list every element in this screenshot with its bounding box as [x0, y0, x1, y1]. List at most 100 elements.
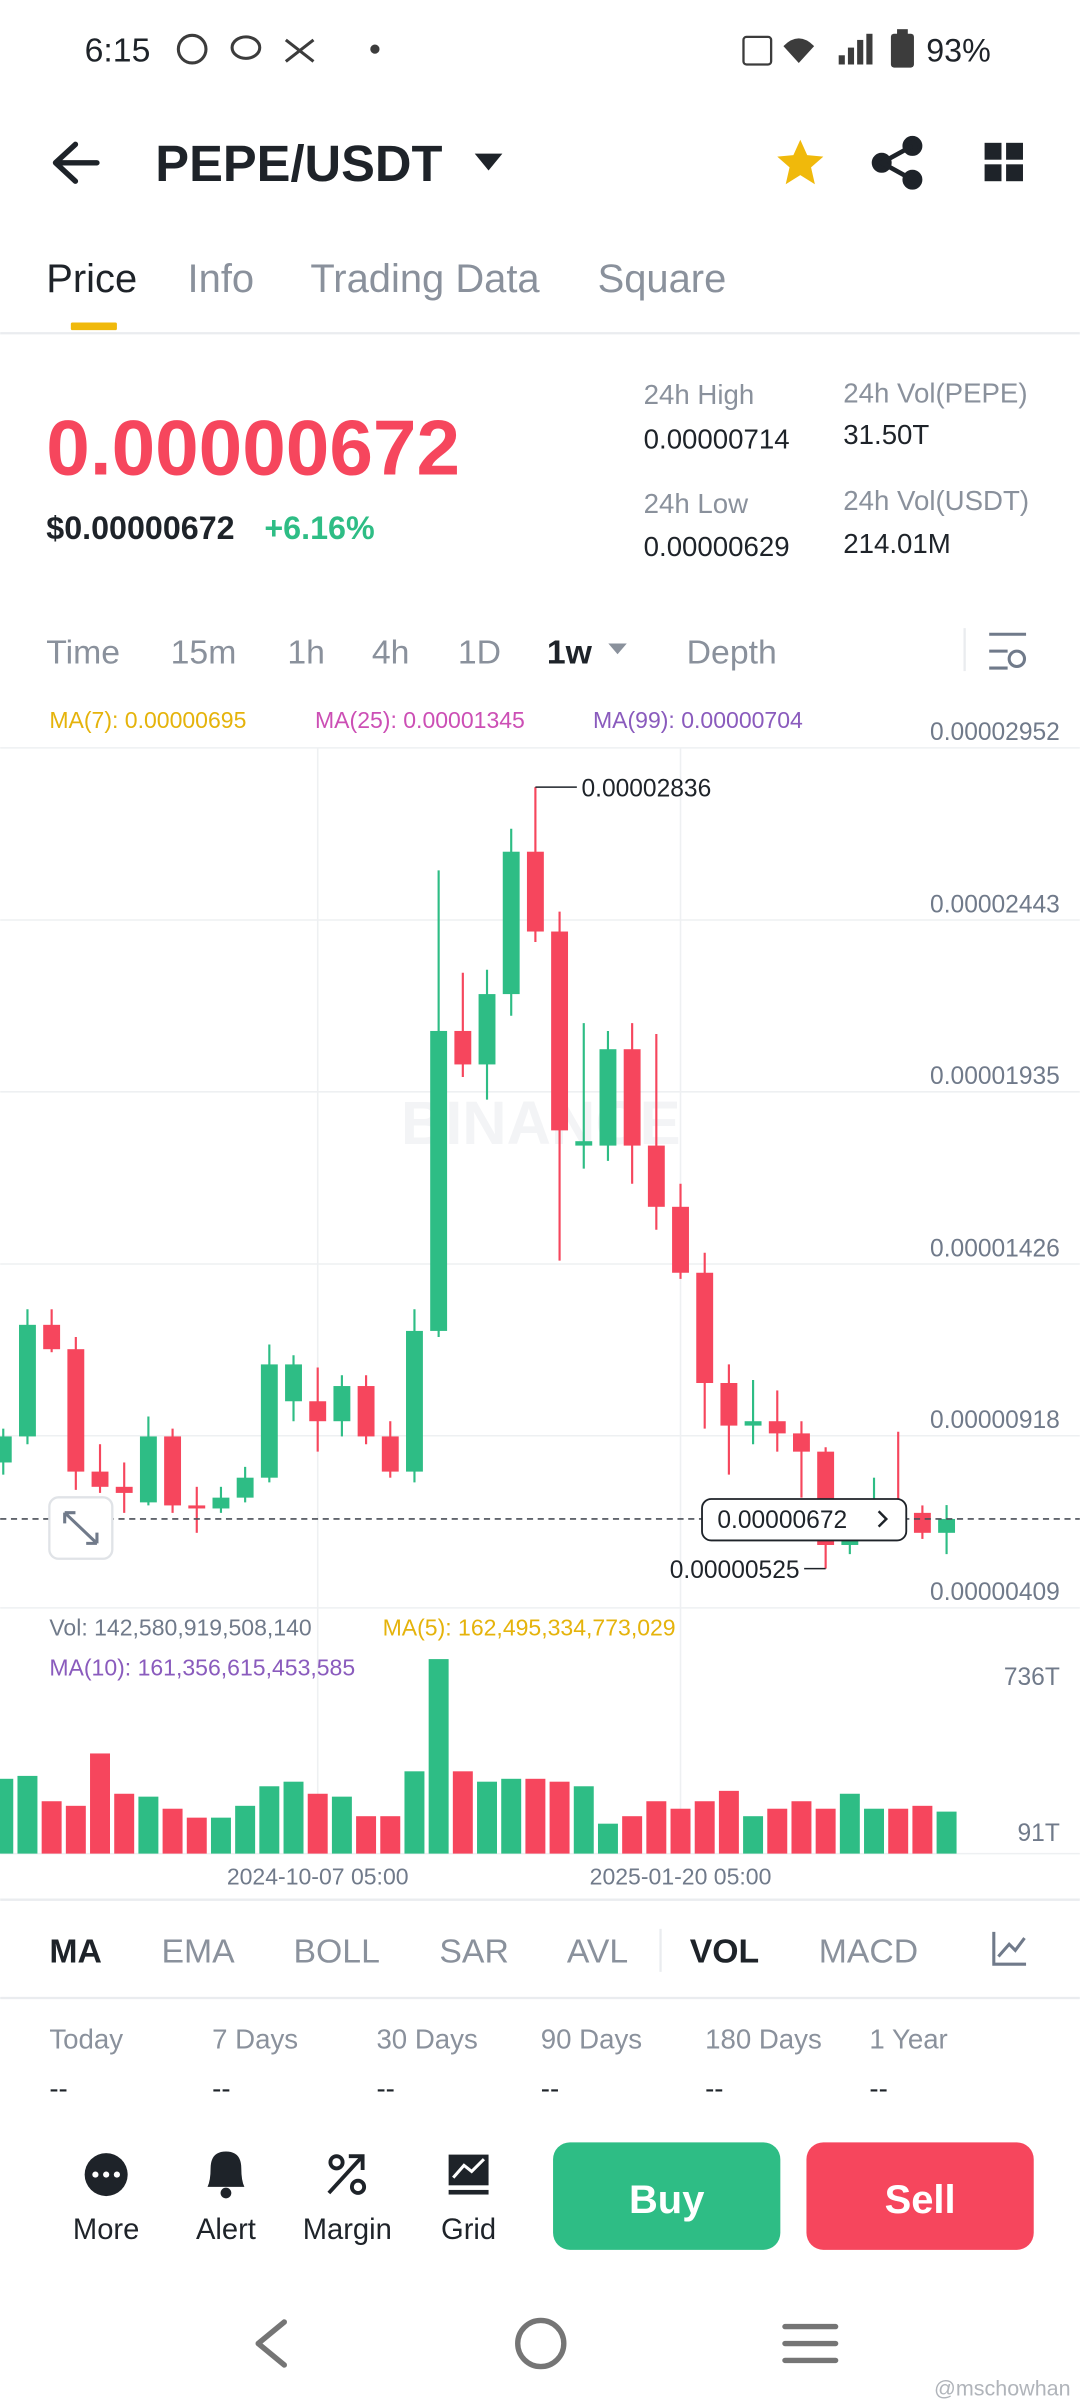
- volume-bar: [90, 1753, 110, 1854]
- volume-bar: [331, 1796, 352, 1854]
- candle-body: [623, 1049, 641, 1146]
- back-button[interactable]: [52, 141, 100, 184]
- volume-tick-label: 736T: [1004, 1664, 1060, 1691]
- interval[interactable]: 4h: [372, 633, 410, 671]
- indicator[interactable]: VOL: [690, 1933, 759, 1971]
- candle-body: [67, 1349, 85, 1472]
- candle-body: [212, 1497, 230, 1509]
- chart-settings[interactable]: [989, 632, 1027, 670]
- period-value: --: [705, 2073, 723, 2104]
- action-more[interactable]: More: [73, 2153, 139, 2246]
- volume-bar: [622, 1816, 643, 1854]
- candle-body: [478, 994, 496, 1065]
- volume-bar: [138, 1796, 159, 1854]
- volume-bar: [597, 1823, 618, 1854]
- volume-bar: [380, 1816, 401, 1854]
- usd-price: $0.00000672: [46, 510, 234, 546]
- volume-bar: [525, 1778, 546, 1854]
- action-alert[interactable]: Alert: [196, 2151, 256, 2247]
- candle-body: [575, 1141, 593, 1146]
- action-grid[interactable]: Grid: [441, 2154, 496, 2246]
- indicator[interactable]: EMA: [161, 1933, 235, 1971]
- share-button[interactable]: [871, 135, 923, 190]
- candle-body: [115, 1486, 133, 1493]
- layout-button[interactable]: [984, 142, 1023, 182]
- action-label[interactable]: Alert: [196, 2214, 256, 2246]
- stat-label: 24h Vol(USDT): [843, 485, 1029, 516]
- pair-title[interactable]: PEPE/USDT: [155, 135, 442, 192]
- volume-bar: [864, 1808, 884, 1854]
- action-label[interactable]: Margin: [303, 2214, 392, 2246]
- volume-stat: MA(10): 161,356,615,453,585: [49, 1654, 355, 1680]
- interval-dropdown[interactable]: [608, 643, 627, 655]
- candle-body: [19, 1324, 36, 1437]
- tab[interactable]: Square: [598, 257, 727, 301]
- period-value: --: [212, 2073, 230, 2104]
- volume-bar: [743, 1816, 764, 1854]
- last-price: 0.00000672: [46, 404, 460, 492]
- favorite-star[interactable]: [777, 139, 824, 185]
- indicator[interactable]: BOLL: [294, 1933, 380, 1971]
- last-price-arrow: [877, 1510, 889, 1528]
- volume-bar: [670, 1808, 691, 1854]
- action-label[interactable]: Grid: [441, 2214, 496, 2246]
- indicator[interactable]: SAR: [439, 1933, 508, 1971]
- indicator[interactable]: MACD: [819, 1933, 918, 1971]
- tab[interactable]: Trading Data: [310, 257, 540, 301]
- indicator-settings[interactable]: [992, 1931, 1027, 1966]
- candle-body: [551, 931, 569, 1131]
- candle-body: [938, 1518, 956, 1533]
- interval-selected[interactable]: 1w: [547, 633, 593, 671]
- indicator[interactable]: AVL: [567, 1933, 628, 1971]
- action-label[interactable]: More: [73, 2214, 139, 2246]
- period-label: Today: [49, 2024, 123, 2055]
- period-label: 180 Days: [705, 2024, 822, 2055]
- high-marker-label: 0.00002836: [581, 775, 711, 802]
- buy-button[interactable]: Buy: [553, 2142, 781, 2250]
- status-icons-left: [176, 33, 380, 65]
- stat-label: 24h Vol(PEPE): [843, 377, 1027, 408]
- x-tick-label: 2024-10-07 05:00: [227, 1863, 409, 1889]
- action-margin[interactable]: Margin: [303, 2154, 392, 2246]
- interval[interactable]: Time: [46, 633, 120, 671]
- candle-body: [672, 1206, 689, 1273]
- interval[interactable]: 15m: [171, 633, 237, 671]
- nav-menu[interactable]: [782, 2323, 839, 2364]
- tab[interactable]: Info: [188, 257, 255, 301]
- sell-button[interactable]: Sell: [806, 2142, 1034, 2250]
- interval[interactable]: 1h: [287, 633, 325, 671]
- volume-bar: [791, 1801, 812, 1854]
- candle-body: [188, 1505, 206, 1509]
- nav-home[interactable]: [515, 2317, 567, 2370]
- interval[interactable]: 1D: [458, 633, 501, 671]
- price-change: +6.16%: [264, 510, 374, 546]
- volume-bar: [162, 1808, 183, 1854]
- volume-bar: [404, 1771, 425, 1854]
- volume-bar: [912, 1805, 933, 1854]
- indicator[interactable]: MA: [49, 1933, 102, 1971]
- period-value: --: [541, 2073, 559, 2104]
- pair-dropdown[interactable]: [474, 153, 503, 171]
- tab[interactable]: Price: [46, 257, 137, 301]
- tab-indicator: [70, 322, 117, 331]
- sell-label[interactable]: Sell: [885, 2178, 956, 2222]
- last-price-tag[interactable]: 0.00000672: [701, 1498, 908, 1542]
- candle-body: [309, 1401, 327, 1422]
- candle-body: [91, 1471, 109, 1487]
- fullscreen-button[interactable]: [48, 1496, 114, 1560]
- buy-label[interactable]: Buy: [629, 2178, 704, 2222]
- volume-bar: [0, 1778, 14, 1854]
- volume-bar: [477, 1781, 497, 1854]
- battery-level: 93%: [926, 32, 991, 68]
- volume-bar: [186, 1817, 207, 1854]
- candle-body: [744, 1421, 762, 1426]
- volume-bar: [259, 1786, 280, 1854]
- volume-bar: [501, 1778, 522, 1854]
- candle-body: [164, 1436, 182, 1506]
- volume-bar: [235, 1805, 256, 1854]
- candle-body: [526, 851, 544, 932]
- low-marker-label: 0.00000525: [670, 1557, 800, 1584]
- nav-back[interactable]: [255, 2319, 287, 2368]
- interval[interactable]: Depth: [687, 633, 777, 671]
- candle-body: [43, 1324, 61, 1350]
